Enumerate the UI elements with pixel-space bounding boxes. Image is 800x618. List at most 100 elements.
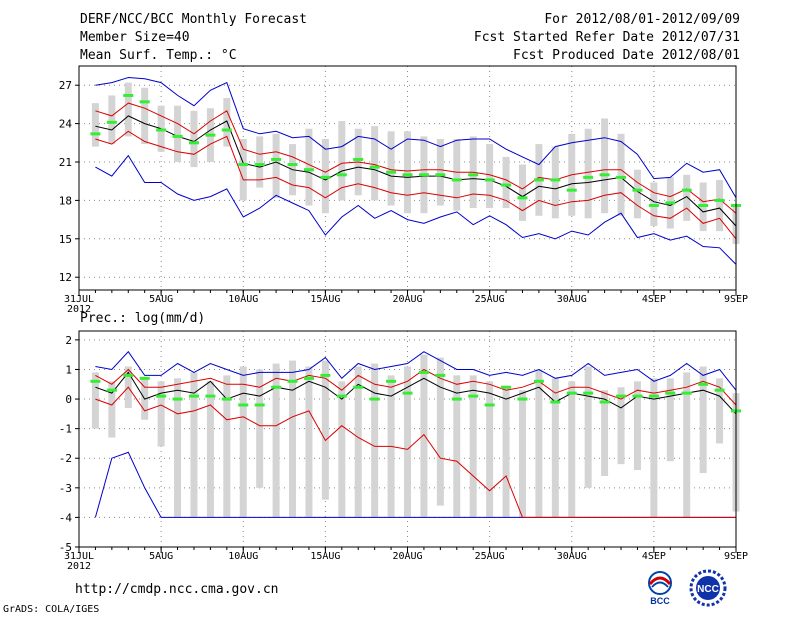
x-tick-label: 30AUG [557,551,587,562]
ensemble-box [551,378,559,518]
ensemble-box [305,128,313,206]
ensemble-box [518,390,526,518]
x-tick-label: 15AUG [310,551,340,562]
x-tick-label: 10AUG [228,551,258,562]
ensemble-box [404,366,411,518]
obs-marker [90,379,101,383]
obs-marker [303,376,314,380]
y-tick-label: 0 [65,393,72,406]
obs-marker [221,397,232,401]
ensemble-box [502,387,510,518]
x-tick-label: 5AUG [149,294,173,305]
ensemble-box [190,110,198,168]
obs-marker [665,201,676,205]
obs-marker [418,370,429,374]
obs-marker [402,173,413,177]
ensemble-box [551,146,559,219]
obs-marker [599,400,610,404]
obs-marker [435,173,446,177]
obs-marker [714,388,725,392]
ensemble-box [239,138,247,201]
ensemble-box [174,105,182,162]
ensemble-box [518,164,526,221]
obs-marker [139,376,150,380]
obs-marker [369,165,380,169]
x-tick-label: 20AUG [392,551,422,562]
obs-marker [90,132,101,136]
outer-lower-line [95,154,737,265]
obs-marker [188,141,199,145]
y-tick-label: 1 [65,363,72,376]
website-url: http://cmdp.ncc.cma.gov.cn [75,582,279,597]
y-tick-label: -1 [59,423,72,436]
x-tick-label: 4SEP [642,294,666,305]
outer-upper-line [95,76,737,199]
obs-marker [501,183,512,187]
x-tick-label: 9SEP [724,551,748,562]
obs-marker [139,100,150,104]
obs-marker [681,391,692,395]
x-tick-label: 31JUL [64,294,94,305]
obs-marker [583,175,594,179]
ensemble-box [354,366,362,518]
ensemble-box [157,381,165,447]
y-tick-label: 21 [59,156,72,169]
ensemble-box [91,372,99,429]
y-tick-label: -4 [59,511,73,524]
bcc-logo: BCC [648,571,672,606]
ensemble-box [190,372,198,518]
obs-marker [566,391,577,395]
obs-marker [681,188,692,192]
outer-upper-line [95,350,737,391]
obs-marker [616,175,627,179]
obs-marker [221,128,232,132]
ensemble-box [617,133,625,216]
y-tick-label: -3 [59,482,72,495]
ensemble-box [666,378,674,462]
obs-marker [402,391,413,395]
ensemble-box [535,369,543,518]
ncc-logo: NCC [689,569,727,607]
ensemble-box [239,366,247,518]
fcst-started-date: Fcst Started Refer Date 2012/07/31 [473,30,740,45]
member-size: Member Size=40 [80,30,190,45]
ensemble-box [371,126,379,201]
obs-marker [533,379,544,383]
variable-label-prec: Prec.: log(mm/d) [80,311,206,326]
obs-marker [303,168,314,172]
obs-marker [550,400,561,404]
y-tick-label: 12 [59,271,72,284]
ensemble-box [108,95,116,145]
ensemble-box [601,118,609,214]
x-tick-label: 30AUG [557,294,587,305]
obs-marker [238,163,249,167]
obs-marker [484,178,495,182]
ensemble-box [486,381,494,518]
ensemble-box [436,357,444,506]
inner-upper-line [95,102,737,214]
ensemble-box [486,144,494,209]
ensemble-box [108,381,116,438]
obs-marker [451,178,462,182]
y-tick-label: 18 [59,194,72,207]
obs-marker [599,173,610,177]
obs-marker [665,391,676,395]
y-tick-label: 2 [65,334,72,347]
obs-marker [254,403,265,407]
x-tick-label: 25AUG [475,551,505,562]
obs-marker [123,93,134,97]
obs-marker [156,128,167,132]
ensemble-box [223,375,231,518]
obs-marker [616,394,627,398]
median-line [95,371,737,415]
obs-marker [451,397,462,401]
ensemble-box [683,174,691,221]
variable-label-temp: Mean Surf. Temp.: °C [80,48,237,63]
ensemble-box [256,136,264,188]
x-tick-label: 25AUG [475,294,505,305]
ensemble-box [568,381,576,518]
y-tick-label: 24 [59,118,73,131]
obs-marker [632,394,643,398]
obs-marker [386,379,397,383]
